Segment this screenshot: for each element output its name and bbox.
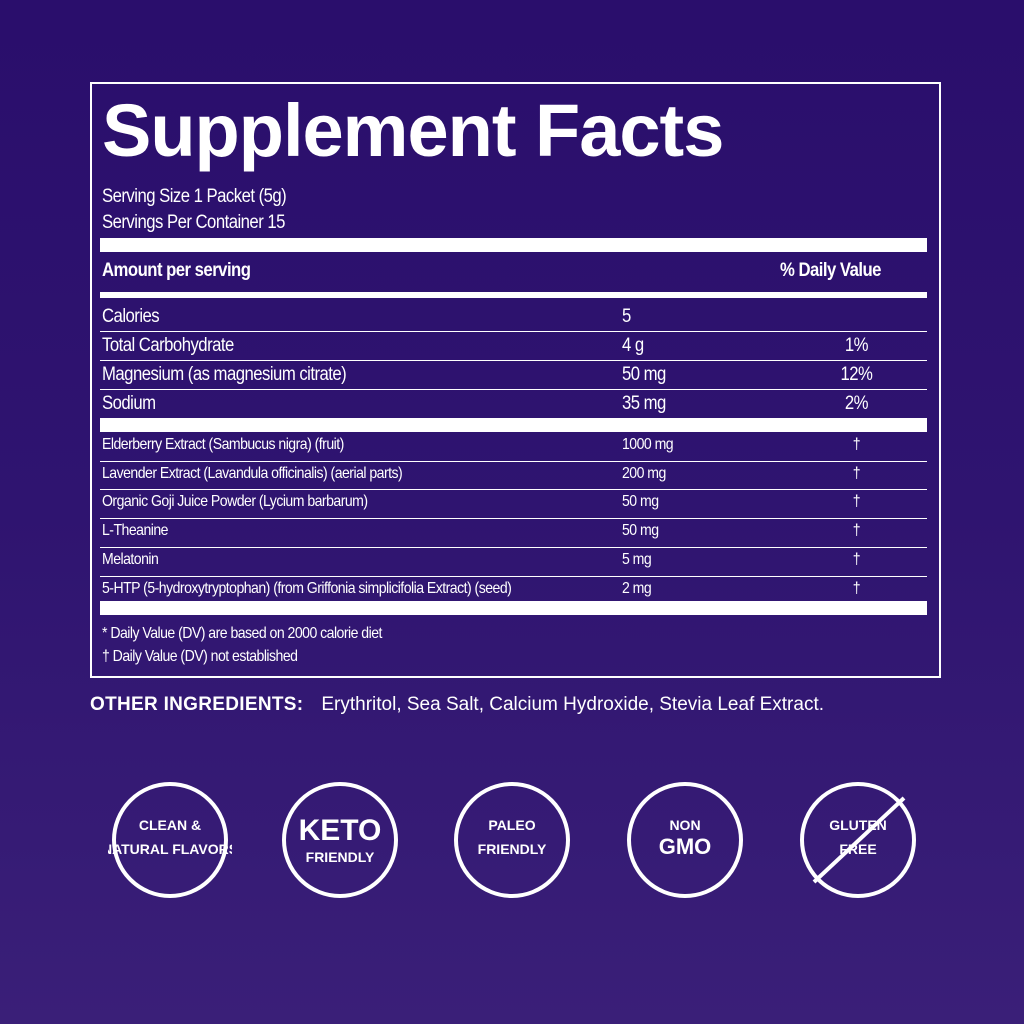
paleo-icon: PALEO FRIENDLY	[454, 782, 570, 898]
svg-text:GLUTEN: GLUTEN	[829, 817, 887, 833]
gluten-free-icon: GLUTEN FREE	[800, 782, 916, 898]
row-divider	[100, 331, 927, 332]
svg-text:FREE: FREE	[839, 841, 876, 857]
servings-per-container: Servings Per Container 15	[102, 212, 285, 233]
other-ingredients-label: OTHER INGREDIENTS:	[90, 694, 304, 715]
row-name: 5-HTP (5-hydroxytryptophan) (from Griffo…	[102, 579, 512, 597]
row-amount: 4 g	[622, 335, 644, 356]
badge-gluten-free-icon: GLUTEN FREE	[796, 778, 920, 902]
row-amount: 35 mg	[622, 393, 666, 414]
row-name: Melatonin	[102, 550, 159, 568]
row-amount: 5 mg	[622, 550, 652, 568]
row-divider	[100, 360, 927, 361]
badge-leaf-drop-icon: CLEAN & NATURAL FLAVORS	[102, 778, 238, 902]
row-divider	[100, 489, 927, 491]
divider	[100, 601, 927, 615]
row-dv: †	[852, 522, 861, 540]
amount-header: Amount per serving	[102, 260, 251, 281]
row-divider	[100, 546, 927, 548]
svg-text:NATURAL FLAVORS: NATURAL FLAVORS	[108, 841, 232, 857]
footnote: * Daily Value (DV) are based on 2000 cal…	[102, 625, 382, 642]
row-amount: 200 mg	[622, 464, 666, 482]
row-dv: †	[852, 464, 861, 482]
row-amount: 2 mg	[622, 579, 652, 597]
row-divider	[100, 460, 927, 462]
row-dv: †	[852, 493, 861, 511]
row-divider	[100, 389, 927, 390]
row-divider	[100, 575, 927, 577]
dv-header: % Daily Value	[780, 260, 881, 281]
svg-text:GMO: GMO	[659, 834, 712, 859]
badge-keto-icon: KETO FRIENDLY	[278, 778, 402, 902]
row-amount: 5	[622, 306, 631, 327]
svg-text:FRIENDLY: FRIENDLY	[306, 849, 375, 865]
row-name: L-Theanine	[102, 522, 168, 540]
supplement-facts-panel: Supplement Facts Serving Size 1 Packet (…	[90, 82, 941, 678]
svg-text:FRIENDLY: FRIENDLY	[478, 841, 547, 857]
row-dv: †	[852, 436, 861, 453]
svg-text:KETO: KETO	[299, 814, 382, 847]
row-name: Elderberry Extract (Sambucus nigra) (fru…	[102, 436, 344, 453]
panel-title: Supplement Facts	[102, 89, 724, 172]
badge-paleo-icon: PALEO FRIENDLY	[450, 778, 574, 902]
other-ingredients-value: Erythritol, Sea Salt, Calcium Hydroxide,…	[321, 694, 825, 715]
row-dv: †	[852, 579, 861, 597]
row-dv: †	[852, 550, 861, 568]
svg-text:PALEO: PALEO	[488, 817, 535, 833]
row-amount: 50 mg	[622, 493, 659, 511]
row-amount: 50 mg	[622, 522, 659, 540]
row-name: Total Carbohydrate	[102, 335, 234, 356]
other-ingredients: OTHER INGREDIENTS: Erythritol, Sea Salt, …	[90, 694, 824, 716]
row-amount: 50 mg	[622, 364, 666, 385]
row-divider	[100, 518, 927, 520]
serving-size: Serving Size 1 Packet (5g)	[102, 186, 287, 207]
row-amount: 1000 mg	[622, 436, 674, 453]
leaf-drop-icon: CLEAN & NATURAL FLAVORS	[102, 782, 238, 898]
svg-text:NON: NON	[669, 817, 700, 833]
row-name: Sodium	[102, 393, 156, 414]
footnote: † Daily Value (DV) not established	[102, 648, 298, 665]
row-name: Calories	[102, 306, 160, 327]
row-name: Magnesium (as magnesium citrate)	[102, 364, 347, 385]
divider	[100, 238, 927, 252]
badge-non-gmo-icon: NON GMO	[623, 778, 747, 902]
row-dv: 1%	[844, 335, 869, 356]
row-dv: 12%	[840, 364, 873, 385]
divider	[100, 418, 927, 432]
divider	[100, 292, 927, 298]
keto-icon: KETO FRIENDLY	[282, 782, 398, 898]
row-dv: 2%	[844, 393, 869, 414]
svg-text:CLEAN &: CLEAN &	[139, 817, 201, 833]
non-gmo-icon: NON GMO	[627, 782, 743, 898]
row-name: Organic Goji Juice Powder (Lycium barbar…	[102, 493, 368, 511]
row-name: Lavender Extract (Lavandula officinalis)…	[102, 464, 403, 482]
